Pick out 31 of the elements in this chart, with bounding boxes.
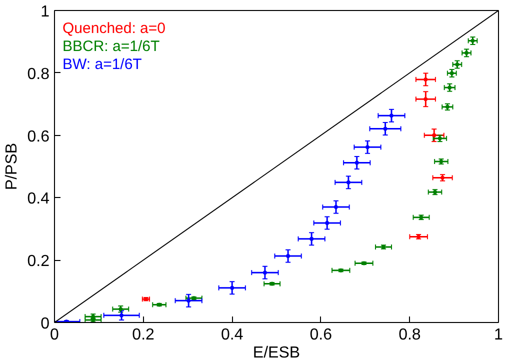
text: BBCR: a=1/6T bbox=[62, 38, 160, 55]
point bbox=[310, 236, 314, 241]
point bbox=[325, 220, 330, 225]
point bbox=[432, 133, 436, 138]
y-tick-label: 0.2 bbox=[27, 253, 50, 270]
point bbox=[383, 126, 388, 131]
point bbox=[424, 97, 428, 102]
y-tick-label: 1 bbox=[40, 4, 50, 20]
x-tick-label: 0.8 bbox=[398, 326, 421, 344]
x-tick-label: 0.6 bbox=[310, 326, 332, 344]
x-tick-label: 0.4 bbox=[220, 326, 244, 344]
point bbox=[389, 114, 394, 118]
x-tick-label: 1 bbox=[494, 326, 504, 344]
point bbox=[354, 160, 359, 165]
point bbox=[286, 254, 290, 258]
point bbox=[262, 270, 267, 275]
point bbox=[186, 298, 191, 303]
point bbox=[334, 205, 338, 210]
text: Quenched: a=0 bbox=[62, 20, 166, 37]
y-tick-label: 0.6 bbox=[27, 128, 50, 146]
y-tick-label: 0 bbox=[40, 316, 50, 332]
point bbox=[424, 77, 428, 82]
text: BW: a=1/6T bbox=[62, 56, 142, 73]
point bbox=[230, 286, 234, 290]
x-tick-label: 0.2 bbox=[132, 326, 155, 344]
x-axis-title: E/ESB bbox=[252, 344, 300, 362]
point bbox=[366, 145, 370, 150]
y-tick-label: 0.4 bbox=[27, 190, 50, 208]
point bbox=[346, 180, 350, 184]
y-tick-label: 0.8 bbox=[27, 66, 50, 83]
y-axis-title: P/PSB bbox=[3, 142, 20, 190]
